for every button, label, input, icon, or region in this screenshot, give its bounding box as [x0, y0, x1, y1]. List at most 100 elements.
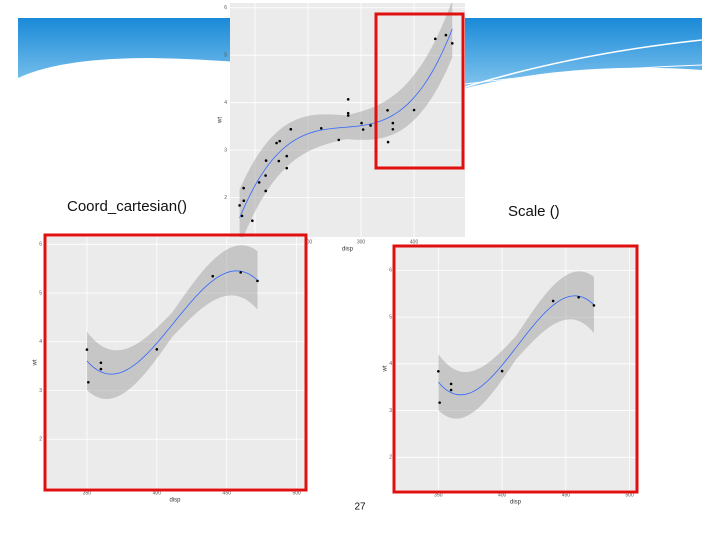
point [391, 127, 395, 131]
x-tick-label: 450 [223, 490, 232, 496]
confidence-band [86, 245, 258, 399]
point [285, 154, 289, 158]
point [437, 370, 440, 373]
y-tick-label: 5 [39, 290, 42, 296]
point [257, 181, 261, 184]
point [449, 388, 453, 392]
point [500, 369, 504, 373]
plot-panel [395, 247, 636, 490]
point [433, 37, 437, 41]
y-tick-label: 2 [389, 455, 392, 461]
x-tick-label: 300 [357, 239, 366, 245]
point [242, 199, 246, 202]
chart: 350 400 450 500 2 3 4 5 6 disp wt [33, 237, 305, 504]
x-tick-label: 350 [434, 492, 443, 498]
wave-line [439, 39, 703, 96]
x-tick-label: 450 [562, 492, 571, 498]
point [277, 159, 281, 163]
y-tick-label: 2 [224, 195, 227, 201]
point [251, 219, 254, 223]
point [278, 139, 282, 143]
point [256, 279, 259, 283]
point [391, 121, 395, 125]
y-tick-label: 3 [389, 408, 392, 414]
point [264, 159, 268, 162]
y-tick-label: 6 [389, 268, 392, 274]
charts: 10020030040023456dispwt35040045050023456… [33, 3, 636, 506]
point [239, 271, 242, 274]
point [238, 204, 241, 207]
highlight-box [392, 244, 639, 494]
point [450, 42, 454, 45]
y-axis-label: wt [383, 365, 389, 372]
point [275, 141, 278, 145]
point [386, 108, 389, 112]
y-tick-label: 4 [224, 100, 227, 106]
x-tick-label: 500 [292, 490, 301, 496]
point [444, 33, 448, 37]
x-axis-label: disp [510, 500, 522, 506]
fit-line [438, 295, 595, 396]
point [289, 127, 293, 131]
point [99, 367, 103, 371]
point [337, 138, 341, 142]
point [438, 401, 441, 404]
point [87, 380, 90, 384]
plot-marks [85, 245, 259, 399]
plot-marks [238, 3, 454, 237]
highlight-box [43, 233, 308, 492]
x-axis-label: disp [342, 247, 354, 253]
point [240, 214, 244, 218]
point [155, 348, 159, 351]
point [361, 128, 365, 131]
y-tick-label: 6 [39, 242, 42, 248]
point [211, 274, 215, 278]
page-number: 27 [354, 502, 366, 513]
point [264, 189, 268, 193]
point [99, 361, 103, 365]
point [386, 140, 390, 144]
y-tick-label: 2 [39, 437, 42, 443]
point [360, 121, 363, 125]
y-tick-label: 4 [389, 361, 392, 367]
label: Coord_cartesian() [67, 198, 187, 215]
x-tick-label: 200 [304, 239, 313, 245]
plot-panel [45, 237, 305, 488]
confidence-band [239, 3, 453, 237]
highlight-box [374, 12, 465, 170]
point [369, 124, 372, 127]
y-axis-label: wt [33, 359, 39, 366]
chart: 10020030040023456dispwt [218, 3, 465, 253]
chart: 350 400 450 500 2 3 4 5 6 disp wt [383, 247, 636, 506]
label: Scale () [508, 203, 560, 220]
y-axis-label: wt [218, 117, 224, 124]
point [264, 174, 267, 177]
point [346, 114, 350, 117]
fit-line [239, 28, 453, 219]
point [551, 299, 555, 303]
x-tick-label: 500 [625, 492, 634, 498]
y-tick-label: 5 [389, 314, 392, 320]
x-tick-label: 350 [83, 490, 92, 496]
y-tick-label: 3 [224, 147, 227, 153]
fit-line [86, 270, 258, 375]
point [346, 111, 350, 115]
point [85, 348, 89, 351]
x-tick-label: 400 [498, 492, 507, 498]
point [577, 295, 580, 299]
point [412, 108, 416, 112]
x-tick-label: 400 [410, 239, 419, 245]
confidence-band [438, 271, 594, 419]
point [242, 186, 245, 190]
x-axis-label: disp [169, 498, 181, 504]
y-tick-label: 4 [39, 339, 42, 345]
y-tick-label: 3 [39, 388, 42, 394]
y-tick-label: 6 [224, 5, 227, 11]
point [319, 127, 323, 130]
point [346, 98, 350, 101]
point [592, 304, 596, 307]
x-tick-label: 400 [153, 490, 162, 496]
point [285, 166, 289, 170]
plot-marks [437, 271, 596, 419]
